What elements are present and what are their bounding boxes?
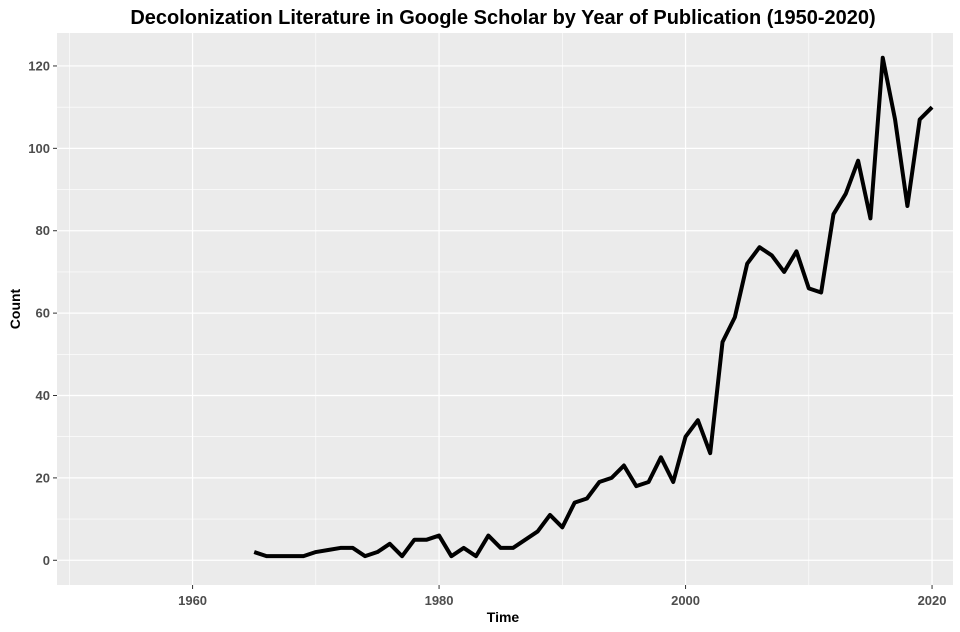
x-tick-label: 1960	[178, 593, 207, 608]
y-tick-label: 20	[36, 470, 50, 485]
y-tick-label: 40	[36, 388, 50, 403]
x-tick-label: 1980	[425, 593, 454, 608]
y-axis-ticks: 0 20 40 60 80 100 120	[28, 58, 57, 568]
y-tick-label: 100	[28, 141, 50, 156]
x-tick-label: 2000	[671, 593, 700, 608]
x-axis-title: Time	[487, 609, 520, 625]
y-tick-label: 80	[36, 223, 50, 238]
minor-grid-x	[69, 33, 810, 585]
y-tick-label: 0	[43, 553, 50, 568]
x-axis-ticks: 1960 1980 2000 2020	[178, 585, 947, 608]
minor-grid-y	[57, 106, 953, 520]
y-tick-label: 60	[36, 306, 50, 321]
major-grid-y	[57, 65, 953, 561]
y-axis-title: Count	[7, 288, 23, 329]
x-tick-label: 2020	[918, 593, 947, 608]
chart-title: Decolonization Literature in Google Scho…	[130, 7, 875, 29]
y-tick-label: 120	[28, 58, 50, 73]
plot-panel	[57, 33, 953, 585]
major-grid-x	[191, 33, 933, 585]
series-line	[253, 55, 934, 559]
